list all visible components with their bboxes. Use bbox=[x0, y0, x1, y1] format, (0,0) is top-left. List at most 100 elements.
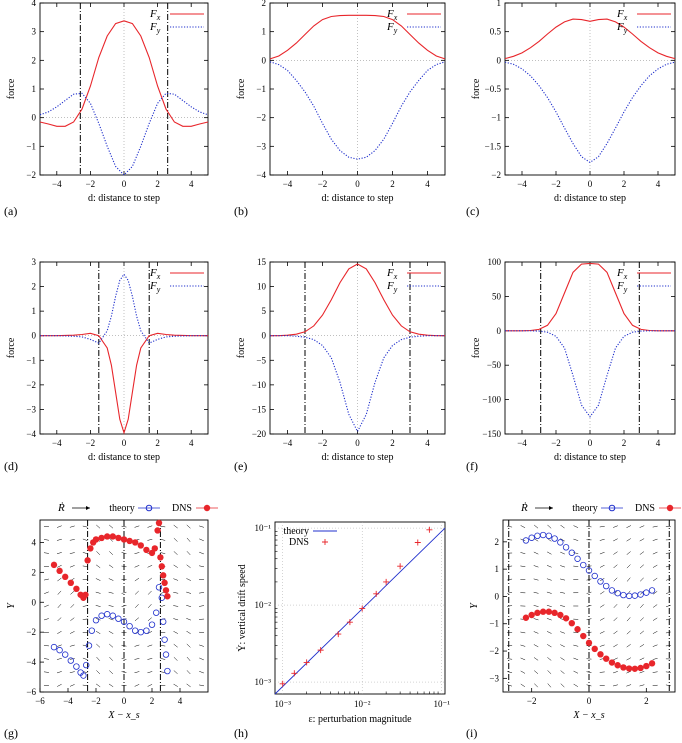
y-tick-label: −2 bbox=[26, 380, 36, 390]
y-axis-label: force bbox=[236, 337, 247, 358]
point-DNS bbox=[61, 573, 69, 581]
quiver-arrow bbox=[626, 657, 631, 661]
quiver-arrow bbox=[186, 618, 192, 621]
quiver-arrow bbox=[147, 603, 152, 609]
point-DNS bbox=[120, 536, 128, 543]
point-theory bbox=[643, 589, 650, 596]
point-theory bbox=[528, 534, 535, 541]
x-axis-label: X − x_s bbox=[107, 710, 139, 721]
legend-subscript: x bbox=[623, 272, 628, 281]
quiver-arrow bbox=[108, 564, 114, 568]
legend-arrow-label: Ṙ bbox=[520, 502, 528, 514]
x-tick-label: 0 bbox=[355, 179, 360, 189]
quiver-arrow bbox=[199, 657, 204, 661]
quiver-arrow bbox=[134, 577, 140, 582]
y-tick-label: 0 bbox=[495, 591, 500, 601]
quiver-arrow bbox=[43, 671, 49, 673]
quiver-arrow bbox=[547, 683, 552, 688]
quiver-arrow bbox=[507, 591, 513, 594]
x-tick-label: −2 bbox=[527, 696, 537, 706]
quiver-arrow bbox=[613, 671, 618, 674]
quiver-arrow bbox=[652, 525, 658, 528]
quiver-arrow bbox=[599, 631, 605, 634]
point-DNS bbox=[303, 659, 310, 666]
quiver-arrow bbox=[546, 618, 552, 621]
y-tick-label: −1 bbox=[26, 355, 36, 365]
point-theory bbox=[50, 643, 58, 651]
quiver-arrow bbox=[520, 657, 526, 661]
point-theory bbox=[591, 572, 598, 580]
quiver-arrow bbox=[573, 538, 579, 541]
legend-dns-label: DNS bbox=[289, 537, 309, 548]
quiver-arrow bbox=[57, 577, 62, 582]
quiver-arrow bbox=[134, 590, 139, 595]
quiver-arrow bbox=[96, 670, 101, 675]
x-axis-label: d: distance to step bbox=[554, 452, 626, 463]
legend-subscript: y bbox=[623, 26, 628, 35]
quiver-arrow bbox=[626, 538, 631, 542]
quiver-arrow bbox=[599, 644, 605, 647]
quiver-arrow bbox=[134, 671, 140, 674]
quiver-arrow bbox=[520, 552, 526, 554]
quiver-arrow bbox=[560, 538, 565, 542]
y-tick-label: −4 bbox=[256, 170, 266, 180]
quiver-arrow bbox=[665, 671, 671, 673]
panel-label: (b) bbox=[234, 204, 248, 218]
y-tick-label: 0.5 bbox=[490, 27, 502, 37]
quiver-arrow bbox=[69, 565, 75, 568]
panel-label: (h) bbox=[234, 726, 248, 740]
panel-label: (i) bbox=[466, 726, 477, 740]
quiver-arrow bbox=[186, 656, 191, 661]
quiver-arrow bbox=[599, 538, 605, 541]
quiver-arrow bbox=[147, 577, 152, 582]
point-DNS bbox=[585, 639, 593, 647]
series-Fx bbox=[40, 332, 208, 435]
quiver-arrow bbox=[109, 643, 114, 648]
point-theory bbox=[614, 589, 621, 597]
x-tick-label: 0 bbox=[122, 438, 127, 448]
point-theory bbox=[92, 617, 100, 624]
point-DNS bbox=[155, 519, 163, 527]
plot-frame bbox=[269, 2, 446, 176]
quiver-arrow bbox=[109, 537, 113, 542]
point-theory bbox=[597, 578, 604, 585]
quiver-arrow bbox=[546, 604, 552, 608]
quiver-arrow bbox=[134, 565, 140, 568]
y-axis-label: Y bbox=[469, 602, 480, 609]
point-theory bbox=[551, 535, 558, 542]
point-DNS bbox=[279, 680, 286, 687]
quiver-arrow bbox=[520, 683, 526, 687]
y-tick-label: 10⁻¹ bbox=[255, 523, 272, 533]
panel-g: −6 −4 −2 0 2 4 −6 −4 −2 0 2 4 Ṙ theory DNS X − x_s Y (g) bbox=[4, 502, 218, 740]
x-tick-label: 4 bbox=[178, 696, 183, 706]
quiver-arrow bbox=[613, 538, 618, 542]
quiver-arrow bbox=[533, 657, 539, 661]
quiver-arrow bbox=[520, 670, 526, 674]
point-theory bbox=[522, 537, 530, 544]
point-DNS bbox=[158, 563, 165, 570]
legend-subscript: x bbox=[156, 13, 161, 22]
quiver-arrow bbox=[520, 631, 526, 634]
quiver-arrow bbox=[69, 658, 75, 660]
quiver-arrow bbox=[173, 537, 178, 542]
quiver-arrow bbox=[121, 591, 127, 594]
legend-subscript: x bbox=[393, 13, 398, 22]
quiver-arrow bbox=[82, 657, 88, 661]
point-theory bbox=[625, 592, 633, 600]
quiver-arrow bbox=[546, 631, 552, 634]
quiver-arrow bbox=[665, 631, 671, 634]
panel-label: (c) bbox=[466, 204, 479, 218]
point-theory bbox=[120, 618, 128, 625]
quiver-arrow bbox=[95, 630, 101, 634]
quiver-arrow bbox=[96, 656, 101, 661]
point-DNS bbox=[317, 647, 324, 654]
point-theory bbox=[155, 584, 163, 591]
legend-theory-marker bbox=[608, 504, 616, 512]
x-tick-label: −2 bbox=[551, 438, 561, 448]
quiver-arrow bbox=[43, 539, 49, 541]
legend-subscript: y bbox=[393, 285, 398, 294]
x-tick-label: 0 bbox=[122, 696, 127, 706]
quiver-arrow bbox=[639, 657, 645, 661]
quiver-arrow bbox=[665, 618, 671, 621]
